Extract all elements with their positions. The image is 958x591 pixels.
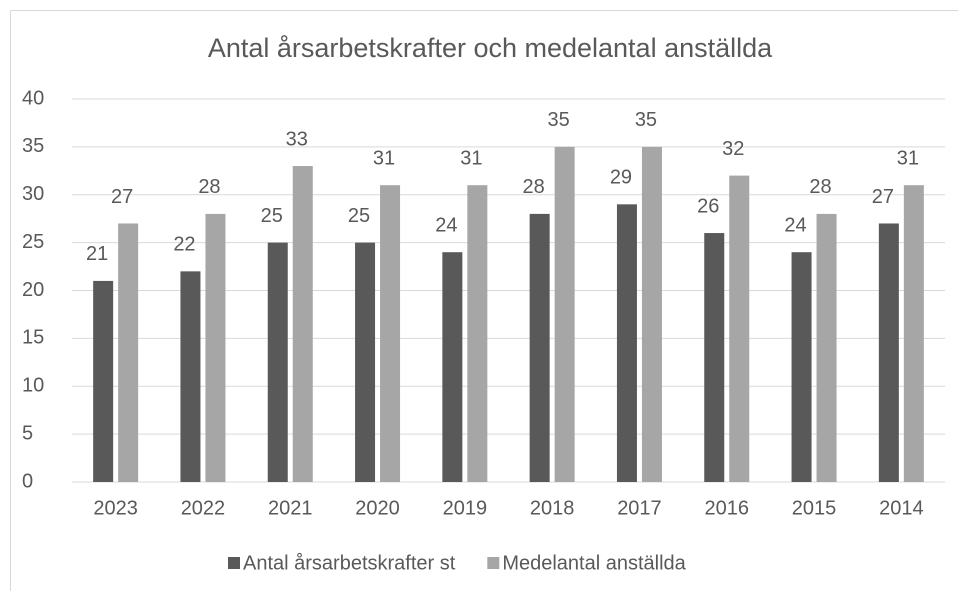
bar	[704, 233, 725, 482]
legend-label: Medelantal anställda	[502, 552, 686, 574]
bar	[118, 223, 139, 482]
data-label: 35	[548, 109, 570, 131]
y-tick-label: 35	[22, 135, 44, 157]
data-label: 28	[523, 176, 545, 198]
y-tick-label: 10	[22, 375, 44, 397]
bar	[616, 204, 637, 482]
x-tick-label: 2017	[617, 497, 662, 519]
bar	[292, 166, 313, 482]
data-label: 26	[697, 195, 719, 217]
data-label: 33	[286, 128, 308, 150]
chart-title: Antal årsarbetskrafter och medelantal an…	[208, 33, 773, 63]
x-tick-label: 2018	[530, 497, 575, 519]
bar	[554, 146, 575, 482]
bar	[641, 146, 662, 482]
data-label: 32	[722, 138, 744, 160]
data-label: 35	[635, 109, 657, 131]
x-tick-label: 2014	[879, 497, 924, 519]
bar	[816, 213, 837, 482]
y-tick-label: 40	[22, 87, 44, 109]
data-label: 25	[261, 205, 283, 227]
data-label: 22	[173, 234, 195, 256]
data-label: 28	[809, 176, 831, 198]
data-label: 25	[348, 205, 370, 227]
x-tick-label: 2020	[355, 497, 400, 519]
bar	[729, 175, 750, 482]
bar	[791, 252, 812, 482]
x-tick-label: 2022	[181, 497, 226, 519]
bar	[93, 280, 114, 482]
bar	[442, 252, 463, 482]
bar	[205, 213, 226, 482]
data-label: 27	[111, 186, 133, 208]
x-tick-label: 2015	[792, 497, 837, 519]
data-label: 31	[897, 147, 919, 169]
data-label: 31	[373, 147, 395, 169]
bar	[467, 185, 488, 483]
x-tick-label: 2019	[443, 497, 488, 519]
y-tick-label: 0	[22, 470, 33, 492]
x-tick-label: 2021	[268, 497, 313, 519]
bar	[267, 242, 288, 482]
data-label: 31	[460, 147, 482, 169]
bar	[355, 242, 376, 482]
y-tick-label: 15	[22, 327, 44, 349]
data-label: 29	[610, 167, 632, 189]
bar	[903, 185, 924, 483]
legend-label: Antal årsarbetskrafter st	[243, 552, 456, 574]
y-tick-label: 25	[22, 231, 44, 253]
bar	[180, 271, 201, 482]
legend-swatch	[228, 557, 240, 569]
bar	[878, 223, 899, 482]
legend-swatch	[487, 557, 500, 569]
data-label: 27	[872, 186, 894, 208]
data-label: 28	[198, 176, 220, 198]
bar	[529, 213, 550, 482]
x-tick-label: 2023	[93, 497, 138, 519]
data-label: 21	[86, 243, 108, 265]
data-label: 24	[435, 214, 457, 236]
y-tick-label: 5	[22, 422, 33, 444]
data-label: 24	[784, 214, 806, 236]
y-tick-label: 20	[22, 279, 44, 301]
y-tick-label: 30	[22, 183, 44, 205]
x-tick-label: 2016	[705, 497, 750, 519]
bar	[380, 185, 401, 483]
